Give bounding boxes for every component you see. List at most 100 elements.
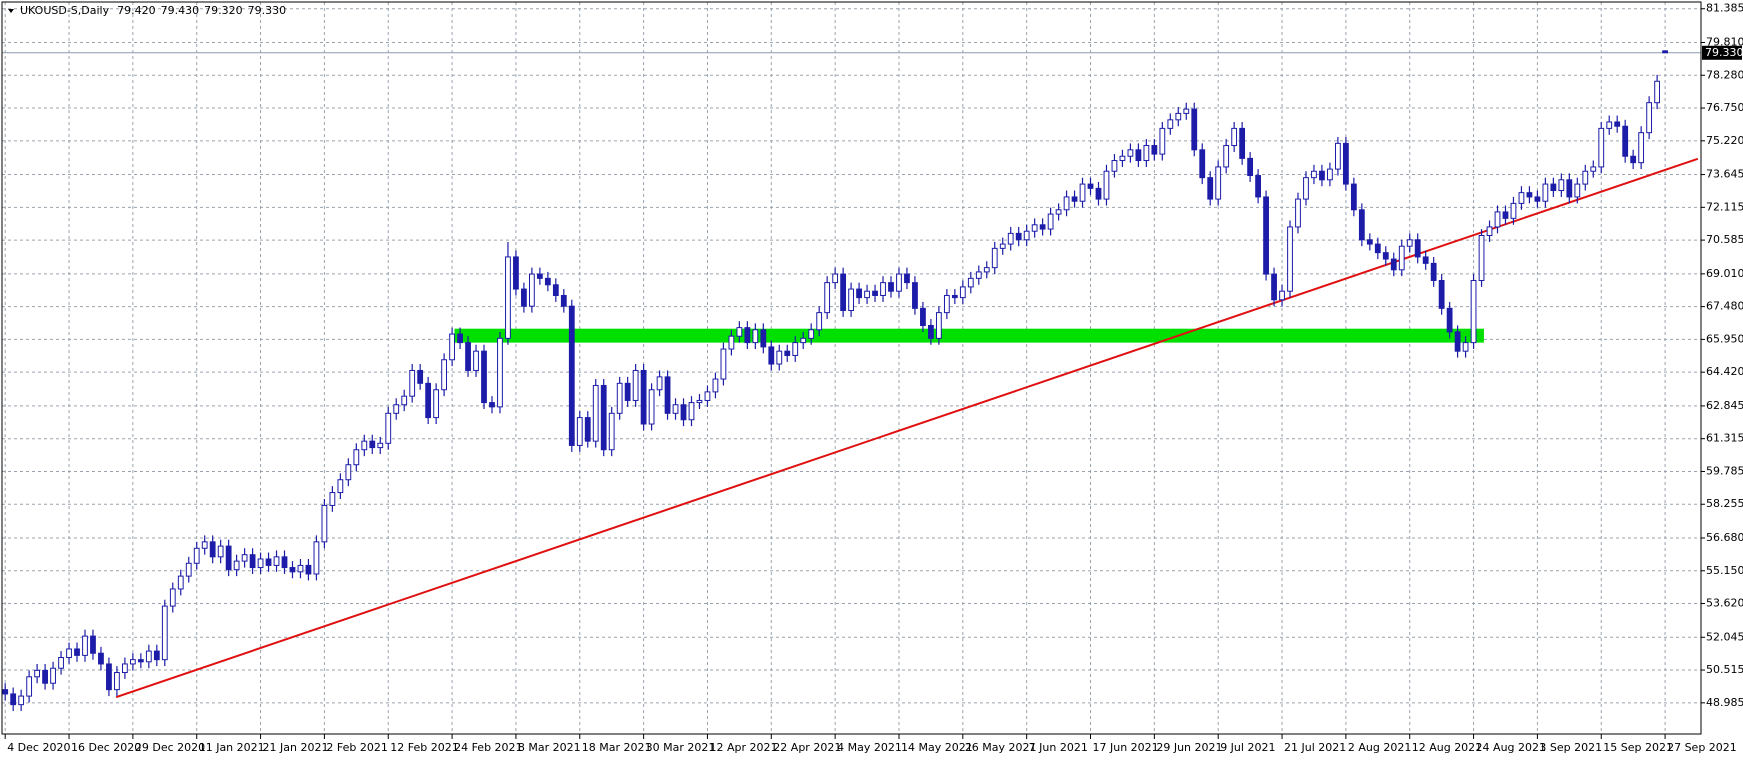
axes: 81.385 79.810 78.280 76.750 75.220 73.645 72.1… xyxy=(4,2,1743,754)
candle-body xyxy=(1015,232,1022,241)
x-tick-label: 21 Jul 2021 xyxy=(1284,741,1346,754)
candle-body xyxy=(257,558,264,569)
candle-body xyxy=(584,417,591,442)
header-value: 79.430 xyxy=(161,4,200,17)
candle-body xyxy=(1047,213,1054,230)
candle-body xyxy=(417,369,424,384)
candle-body xyxy=(177,575,184,590)
candle-body xyxy=(201,541,208,549)
candle-body xyxy=(912,282,918,309)
y-tick-label: 76.750 xyxy=(1706,101,1743,114)
candle-body xyxy=(928,324,934,339)
candle-body xyxy=(505,256,511,339)
y-tick-label: 75.220 xyxy=(1706,134,1743,147)
x-tick-label: 14 May 2021 xyxy=(901,741,973,754)
candle-body xyxy=(1159,127,1166,155)
candle-body xyxy=(1239,127,1246,159)
candle-body xyxy=(840,273,847,311)
candle-body xyxy=(1303,177,1309,200)
menu-triangle[interactable] xyxy=(8,9,14,13)
header-value: 79.330 xyxy=(248,4,287,17)
candle-body xyxy=(656,376,663,391)
candle-body xyxy=(489,402,495,408)
candle-body xyxy=(792,342,799,356)
candle-body xyxy=(1183,108,1190,114)
candle-body xyxy=(345,464,352,481)
candle-body xyxy=(225,545,232,571)
candle-body xyxy=(1574,183,1581,198)
candle-body xyxy=(736,327,743,337)
candle-body xyxy=(441,359,448,391)
candle-body xyxy=(34,669,41,678)
candle-body xyxy=(768,346,775,365)
candle-body xyxy=(465,342,471,371)
candle-body xyxy=(824,282,831,314)
candle-body xyxy=(161,605,168,661)
candle-body xyxy=(744,327,751,344)
candle-body xyxy=(289,567,296,573)
candle-body xyxy=(528,273,535,307)
candle-body xyxy=(1207,177,1214,200)
candle-body xyxy=(1167,119,1174,129)
plot-frame xyxy=(1,1,1702,735)
candle-body xyxy=(616,382,623,414)
x-tick-label: 29 Jun 2021 xyxy=(1156,741,1222,754)
candle-body xyxy=(1311,170,1317,179)
x-tick-label: 7 Jun 2021 xyxy=(1029,741,1088,754)
candle-body xyxy=(1215,166,1222,200)
candle-body xyxy=(904,273,910,284)
candle-body xyxy=(951,294,958,299)
candle-body xyxy=(1614,121,1621,127)
candle-body xyxy=(449,333,455,361)
x-tick-label: 30 Mar 2021 xyxy=(646,741,716,754)
candle-body xyxy=(481,350,487,404)
candle-body xyxy=(1151,145,1158,155)
candle-body xyxy=(241,554,248,562)
price-label-box xyxy=(1702,45,1742,60)
candle-body xyxy=(209,541,216,558)
x-tick-label: 22 Apr 2021 xyxy=(773,741,841,754)
y-tick-label: 73.645 xyxy=(1706,168,1743,181)
candle-body xyxy=(1271,273,1277,301)
candle-body xyxy=(967,277,974,288)
candle-body xyxy=(1287,226,1293,292)
candle-body xyxy=(1255,175,1261,198)
candle-body xyxy=(1247,157,1254,177)
candle-body xyxy=(1622,125,1629,157)
candle-body xyxy=(664,376,671,414)
candle-body xyxy=(1502,211,1509,219)
candle-body xyxy=(297,564,304,573)
candle-body xyxy=(943,294,950,314)
candle-body xyxy=(377,442,384,449)
candle-body xyxy=(1111,160,1118,172)
candle-body xyxy=(1406,239,1413,247)
candle-body xyxy=(688,402,695,421)
candle-body xyxy=(1470,279,1477,344)
candle-body xyxy=(1550,183,1557,192)
candle-body xyxy=(1039,224,1046,230)
candle-body xyxy=(848,288,854,311)
candle-body xyxy=(983,267,990,273)
candle-body xyxy=(592,384,599,442)
candle-body xyxy=(608,412,615,451)
candle-body xyxy=(145,650,152,663)
y-tick-label: 70.585 xyxy=(1706,233,1743,246)
candle-body xyxy=(1342,142,1349,185)
candle-body xyxy=(1350,183,1357,211)
candle-body xyxy=(401,395,408,406)
candle-body xyxy=(1295,198,1301,228)
candle-body xyxy=(1119,155,1126,162)
y-tick-label: 48.985 xyxy=(1706,696,1743,709)
candle-body xyxy=(1662,50,1668,54)
candle-body xyxy=(106,663,112,691)
candle-body xyxy=(720,348,727,380)
candle-body xyxy=(1598,127,1605,168)
overlays xyxy=(2,52,1701,699)
candle-body xyxy=(425,382,432,419)
candle-body xyxy=(832,273,839,284)
candle-body xyxy=(991,247,998,269)
candle-body xyxy=(457,333,463,344)
x-tick-label: 18 Mar 2021 xyxy=(582,741,652,754)
candle-body xyxy=(1542,183,1549,202)
candle-body xyxy=(18,695,25,706)
